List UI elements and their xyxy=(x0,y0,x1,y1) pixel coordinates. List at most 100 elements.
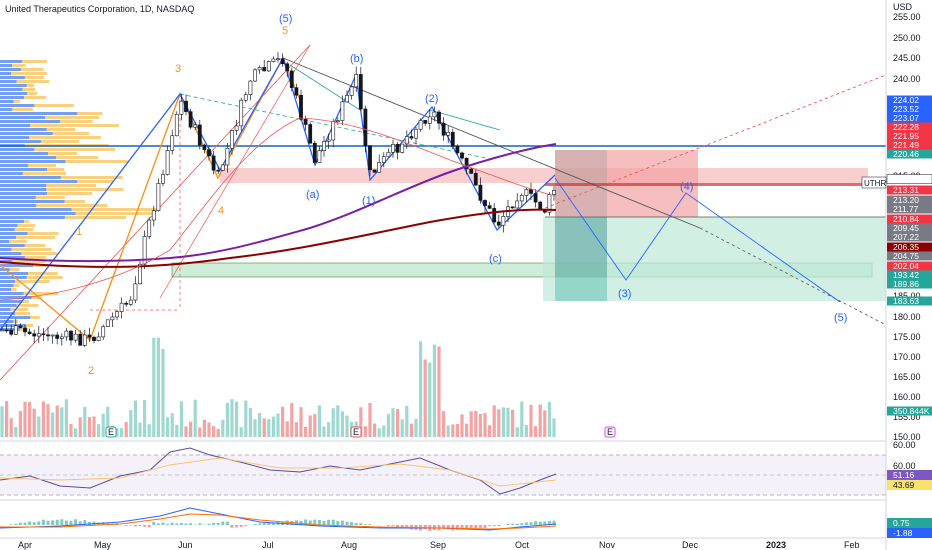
candle xyxy=(0,326,4,332)
volume-bar xyxy=(69,423,73,437)
profile-bar-up xyxy=(0,92,28,95)
candle xyxy=(322,135,326,157)
candle xyxy=(515,193,520,211)
candle xyxy=(78,330,83,346)
profile-bar-down xyxy=(22,172,66,175)
candle xyxy=(73,329,78,343)
candle xyxy=(455,144,460,155)
volume-bar xyxy=(253,419,257,437)
candle xyxy=(354,66,359,92)
macd-hist-bar xyxy=(221,521,225,525)
candle xyxy=(358,66,363,111)
macd-hist-bar xyxy=(143,525,147,527)
macd-hist-bar xyxy=(552,520,556,525)
profile-bar-down xyxy=(36,204,108,207)
profile-bar-up xyxy=(0,140,42,143)
profile-bar-down xyxy=(13,284,20,287)
macd-hist-bar xyxy=(212,522,216,525)
macd-hist-bar xyxy=(469,525,473,529)
price-tick-label: 185.00 xyxy=(893,291,921,301)
candle xyxy=(248,79,253,101)
macd-hist-bar xyxy=(239,525,243,527)
macd-hist-bar xyxy=(336,521,340,525)
volume-bar xyxy=(212,426,216,437)
candle xyxy=(276,52,280,63)
volume-bar xyxy=(327,422,331,437)
earnings-marker[interactable]: E xyxy=(604,426,616,438)
volume-bar xyxy=(202,419,206,437)
candle xyxy=(391,139,395,158)
volume-bar xyxy=(419,341,423,437)
macd-hist-bar xyxy=(133,525,137,527)
profile-bar-up xyxy=(0,280,16,283)
volume-bar xyxy=(225,402,229,437)
candle xyxy=(266,60,271,73)
profile-bar-down xyxy=(25,324,34,327)
price-tag-value: 220.46 xyxy=(893,149,919,159)
profile-bar-up xyxy=(0,228,15,231)
candle xyxy=(368,145,372,176)
volume-bar xyxy=(281,406,285,437)
volume-bar xyxy=(32,408,36,437)
event-markers[interactable]: E E E xyxy=(105,426,616,438)
wave-label: 4 xyxy=(218,205,224,217)
price-axis[interactable]: USD 255.00250.00245.00240.00215.00185.00… xyxy=(861,0,932,550)
time-axis[interactable]: Apr May Jun Jul Aug Sep Oct Nov Dec 2023 Feb xyxy=(0,537,886,550)
profile-bar-up xyxy=(0,112,78,115)
candle xyxy=(335,117,340,125)
profile-bar-up xyxy=(0,308,11,311)
ma-thin-red xyxy=(0,117,557,301)
volume-bar xyxy=(235,401,239,437)
volume-bar xyxy=(373,423,377,437)
earnings-marker[interactable]: E xyxy=(105,426,117,438)
wave-label: (2) xyxy=(425,93,438,105)
volume-bar xyxy=(161,348,165,437)
macd-signal xyxy=(0,513,557,530)
volume-bar xyxy=(51,412,55,437)
volume-bar xyxy=(9,418,13,437)
volume-bar xyxy=(511,409,515,437)
candle xyxy=(87,327,92,343)
macd-hist-bar xyxy=(166,523,170,525)
candle xyxy=(487,201,492,209)
time-tick-label: Nov xyxy=(599,540,616,550)
price-tag: 183.63 xyxy=(887,296,932,306)
volume-bar xyxy=(179,401,183,437)
candle xyxy=(151,205,156,227)
profile-bar-up xyxy=(0,220,24,223)
volume-bar xyxy=(271,416,275,437)
volume-bar xyxy=(497,409,501,437)
candle xyxy=(257,65,262,74)
macd-hist-bar xyxy=(78,521,82,525)
macd-hist-bar xyxy=(460,525,464,530)
profile-bar-up xyxy=(0,248,12,251)
volume-bar xyxy=(538,404,542,437)
candle xyxy=(193,122,198,130)
price-tag-value: 211.77 xyxy=(893,204,919,214)
candle xyxy=(243,91,248,103)
candle xyxy=(55,331,60,345)
earnings-marker[interactable]: E xyxy=(350,426,362,438)
volume-bar xyxy=(189,421,193,437)
price-tag: 206.35 xyxy=(887,242,932,252)
price-tick-label: 240.00 xyxy=(893,74,921,84)
rsi-tick: 60.00 xyxy=(893,440,916,450)
level-lines xyxy=(0,145,886,218)
candle xyxy=(547,192,552,216)
profile-bar-up xyxy=(0,264,34,267)
volume-bar xyxy=(64,399,68,437)
profile-bar-down xyxy=(12,108,33,111)
wave-label: (a) xyxy=(306,189,319,201)
profile-bar-down xyxy=(21,252,58,255)
macd-hist-bar xyxy=(400,525,404,528)
macd-hist-bar xyxy=(271,523,275,525)
macd-hist-bar xyxy=(216,523,220,525)
volume-bar xyxy=(414,418,418,437)
indicator-axis: 60.00 60.00 51.16 43.69 0.75 -1.88 xyxy=(887,440,932,538)
candle xyxy=(460,151,464,161)
profile-bar-down xyxy=(64,216,127,219)
macd-hist-bar xyxy=(46,520,50,525)
macd-hist-bar xyxy=(478,525,482,529)
